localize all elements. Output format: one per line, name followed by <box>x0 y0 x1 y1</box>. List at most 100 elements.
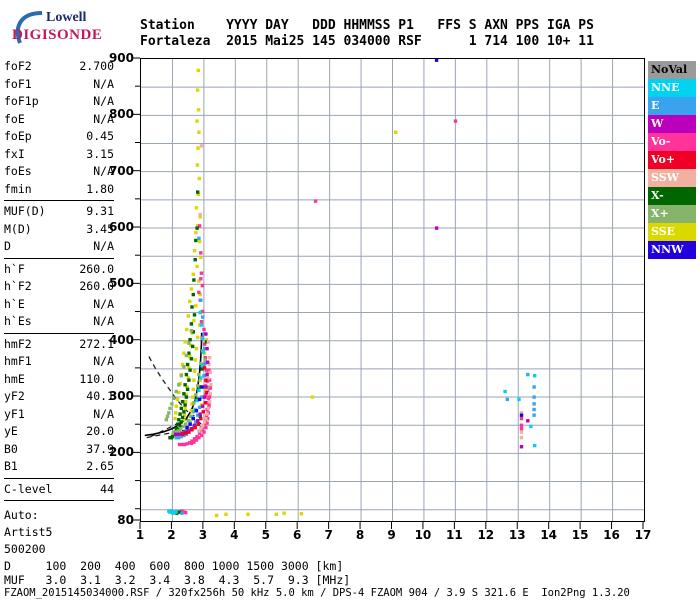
x-axis-tick-label: 14 <box>540 528 558 542</box>
param-value: 3.15 <box>86 146 114 161</box>
param-row: B1 2.65 <box>4 458 114 476</box>
param-key: yE <box>4 424 18 438</box>
param-key: B1 <box>4 459 18 473</box>
legend-item-noval[interactable]: NoVal <box>648 61 696 79</box>
param-key: yF1 <box>4 406 25 421</box>
param-value: 37.9 <box>86 441 114 456</box>
autoscaling-info: Auto: Artist5 500200 <box>4 507 114 558</box>
y-axis-tick-label: 700 <box>108 163 134 178</box>
grid-lines <box>141 59 644 521</box>
param-divider-3 <box>4 332 114 334</box>
param-value: N/A <box>93 354 114 368</box>
param-value: 44 <box>100 481 114 496</box>
series-ssw <box>197 144 524 440</box>
muf-dashed-curve-0 <box>148 356 202 425</box>
param-row: foEp 0.45 <box>4 128 114 146</box>
legend-item-e[interactable]: E <box>648 97 696 115</box>
param-divider-5 <box>4 500 114 501</box>
param-row: h`F2 260.0 <box>4 278 114 296</box>
y-axis-tick-label: 300 <box>108 389 134 404</box>
param-group-frequencies: foF2 2.700 foF1 N/A foF1p N/A foE N/A foEp 0.45 fx… <box>4 58 114 198</box>
y-axis-tick-label: 600 <box>108 220 134 235</box>
header-column-row: Station YYYY DAY DDD HHMMSS P1 FFS S AXN… <box>140 18 594 33</box>
series-w <box>174 226 530 449</box>
param-row: hmF1 N/A <box>4 353 114 371</box>
param-row: M(D) 3.45 <box>4 221 114 239</box>
param-row: h`E N/A <box>4 296 114 314</box>
param-group-clevel: C-level 44 <box>4 481 114 499</box>
param-key: foEp <box>4 129 32 143</box>
param-row: hmE 110.0 <box>4 371 114 389</box>
param-group-muf: MUF(D) 9.31 M(D) 3.45 D N/A <box>4 203 114 256</box>
x-axis-tick-label: 16 <box>603 528 620 542</box>
param-row: MUF(D) 9.31 <box>4 203 114 221</box>
param-value: N/A <box>93 76 114 91</box>
series-vo- <box>177 119 524 515</box>
param-value: N/A <box>93 94 114 108</box>
legend-item-x-[interactable]: X+ <box>648 205 696 223</box>
legend-item-nne[interactable]: NNE <box>648 79 696 97</box>
legend-item-nnw[interactable]: NNW <box>648 241 696 259</box>
param-row: foF1p N/A <box>4 93 114 111</box>
legend-item-x-[interactable]: X- <box>648 187 696 205</box>
legend-item-vo-[interactable]: Vo- <box>648 133 696 151</box>
param-group-virtual-heights: h`F 260.0 h`F2 260.0 h`E N/A h`Es N/A <box>4 261 114 331</box>
param-value: N/A <box>93 239 114 253</box>
logo-digisonde-text: DIGISONDE <box>12 27 103 43</box>
param-key: hmE <box>4 371 25 386</box>
file-info-row: FZAOM_2015145034000.RSF / 320fx256h 50 k… <box>4 587 630 599</box>
param-row: fxI 3.15 <box>4 146 114 164</box>
y-axis-tick-label: 80 <box>117 513 134 527</box>
ionogram-plot-area[interactable] <box>140 58 645 522</box>
param-row: foE N/A <box>4 111 114 129</box>
legend-item-ssw[interactable]: SSW <box>648 169 696 187</box>
param-key: foF2 <box>4 59 32 73</box>
y-axis-tick-label: 800 <box>108 107 134 122</box>
series-vo- <box>180 366 209 436</box>
param-row: foF2 2.700 <box>4 58 114 76</box>
logo-lowell-text: Lowell <box>46 10 87 25</box>
ionospheric-parameters-panel: foF2 2.700 foF1 N/A foF1p N/A foE N/A foEp 0.45 fx… <box>4 58 114 558</box>
y-axis-tick-label: 500 <box>108 276 134 291</box>
param-value: 272.1 <box>79 336 114 351</box>
param-row: h`Es N/A <box>4 313 114 331</box>
param-value: 2.65 <box>86 459 114 473</box>
param-value: 2.700 <box>79 59 114 73</box>
param-value: N/A <box>93 296 114 311</box>
x-axis-tick-label: 13 <box>508 528 526 542</box>
station-header: Station YYYY DAY DDD HHMMSS P1 FFS S AXN… <box>140 18 594 50</box>
param-key: yF2 <box>4 389 25 403</box>
param-value: 0.45 <box>86 129 114 143</box>
x-axis-tick-label: 8 <box>355 528 365 542</box>
param-row: foEs N/A <box>4 163 114 181</box>
x-axis-tick-label: 7 <box>324 528 333 542</box>
param-key: h`F2 <box>4 279 32 293</box>
param-row: yE 20.0 <box>4 423 114 441</box>
param-key: fmin <box>4 181 32 196</box>
legend-item-vo-[interactable]: Vo+ <box>648 151 696 169</box>
legend-item-sse[interactable]: SSE <box>648 223 696 241</box>
x-axis-tick-label: 15 <box>571 528 589 542</box>
param-value: 3.45 <box>86 221 114 236</box>
param-value: 1.80 <box>86 181 114 196</box>
x-axis-tick-label: 9 <box>387 528 396 542</box>
x-axis-tick-label: 17 <box>634 528 652 542</box>
distance-scale-row: D 100 200 400 600 800 1000 1500 3000 [km… <box>4 559 344 573</box>
legend-item-w[interactable]: W <box>648 115 696 133</box>
param-value: 260.0 <box>79 279 114 293</box>
param-row: yF1 N/A <box>4 406 114 424</box>
param-key: foF1 <box>4 76 32 91</box>
auto-label: Auto: <box>4 508 39 522</box>
param-value: 20.0 <box>86 424 114 438</box>
param-value: 260.0 <box>79 261 114 276</box>
param-key: MUF(D) <box>4 204 46 218</box>
param-divider-1 <box>4 200 114 201</box>
param-key: h`E <box>4 296 25 311</box>
series-nne <box>167 310 537 515</box>
param-key: M(D) <box>4 221 32 236</box>
x-axis-tick-label: 1 <box>135 528 145 542</box>
series-x- <box>168 190 209 515</box>
auto-code: 500200 <box>4 542 46 556</box>
param-row: yF2 40.1 <box>4 388 114 406</box>
lowell-digisonde-logo: Lowell DIGISONDE <box>6 8 126 48</box>
